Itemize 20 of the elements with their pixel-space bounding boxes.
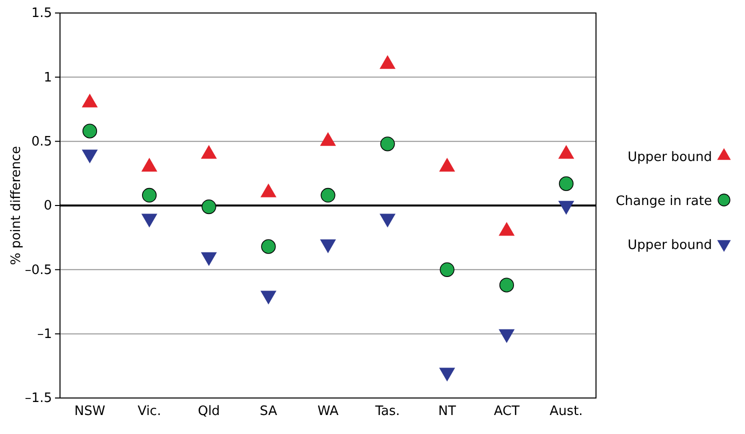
x-tick-label: NSW: [74, 404, 106, 420]
x-tick-label: Vic.: [138, 404, 162, 420]
y-axis-title: % point difference: [9, 146, 24, 266]
x-tick-label: ACT: [494, 404, 520, 420]
y-tick-label: 1: [44, 70, 52, 86]
x-tick-label: WA: [317, 404, 339, 420]
x-tick-label: Aust.: [550, 404, 583, 420]
x-tick-label: Qld: [198, 404, 220, 420]
legend-label: Upper bound: [628, 238, 712, 253]
x-tick-label: NT: [438, 404, 456, 420]
y-tick-label: 0.5: [31, 134, 52, 150]
y-tick-label: –1.5: [24, 391, 52, 406]
x-tick-label: SA: [260, 404, 278, 420]
y-tick-label: 0: [44, 198, 52, 214]
legend-label: Change in rate: [616, 194, 712, 209]
y-tick-label: 1.5: [31, 6, 52, 22]
y-tick-label: –1: [37, 326, 52, 342]
legend-label: Upper bound: [628, 150, 712, 165]
y-tick-label: –0.5: [24, 262, 52, 278]
x-tick-label: Tas.: [374, 404, 400, 420]
